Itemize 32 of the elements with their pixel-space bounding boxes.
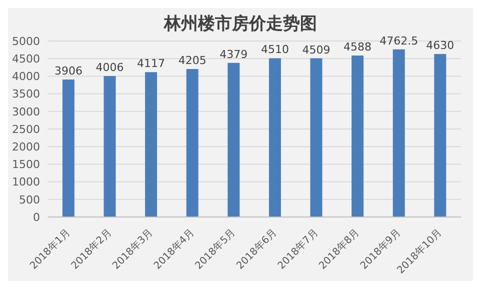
bar [268,58,281,217]
y-tick-label: 2000 [12,140,40,154]
data-label: 3906 [54,64,82,78]
chart-title: 林州楼市房价走势图 [162,13,318,34]
data-label: 4117 [137,57,166,70]
y-tick-label: 500 [19,193,40,206]
bar [62,80,74,217]
data-label: 4588 [344,40,372,54]
y-tick-label: 4500 [12,52,40,66]
y-tick-label: 1500 [12,158,40,172]
y-tick-label: 5000 [12,34,40,48]
bar [434,54,446,217]
bar [104,76,116,217]
bar [392,49,405,217]
bar [145,72,158,217]
data-label: 4379 [220,48,248,61]
y-tick-label: 2500 [12,122,40,136]
y-tick-label: 3000 [12,105,40,118]
data-label: 4006 [96,60,124,74]
data-label: 4509 [302,43,330,56]
y-tick-label: 3500 [12,88,40,101]
bar [228,62,240,217]
bar [352,56,364,217]
data-label: 4762.5 [380,34,418,48]
bar [310,58,322,217]
data-label: 4205 [178,54,206,67]
y-tick-label: 4000 [12,70,40,84]
data-label: 4630 [426,39,454,52]
data-label: 4510 [260,43,289,56]
y-tick-label: 0 [33,210,40,224]
y-tick-label: 1000 [12,176,40,189]
bar [186,68,198,217]
